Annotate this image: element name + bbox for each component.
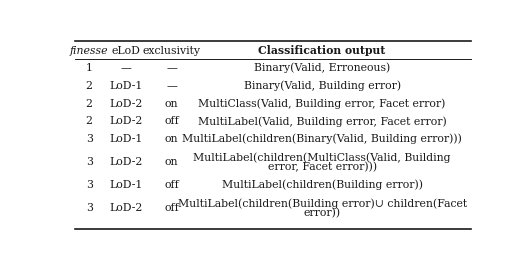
Text: off: off [164,180,179,190]
Text: MultiLabel(Valid, Building error, Facet error): MultiLabel(Valid, Building error, Facet … [198,116,446,127]
Text: finesse: finesse [70,46,109,56]
Text: —: — [166,81,177,91]
Text: —: — [121,63,132,73]
Text: error)): error)) [304,208,340,218]
Text: on: on [165,99,178,109]
Text: MultiLabel(children(Building error)): MultiLabel(children(Building error)) [222,180,422,190]
Text: 1: 1 [86,63,93,73]
Text: 3: 3 [86,157,93,167]
Text: MultiLabel(children(MultiClass(Valid, Building: MultiLabel(children(MultiClass(Valid, Bu… [193,152,451,163]
Text: 2: 2 [86,99,93,109]
Text: on: on [165,134,178,144]
Text: 2: 2 [86,81,93,91]
Text: Binary(Valid, Erroneous): Binary(Valid, Erroneous) [254,63,390,73]
Text: Binary(Valid, Building error): Binary(Valid, Building error) [244,81,401,91]
Text: MultiLabel(children(Binary(Valid, Building error))): MultiLabel(children(Binary(Valid, Buildi… [182,134,462,144]
Text: 2: 2 [86,116,93,127]
Text: 3: 3 [86,203,93,213]
Text: Classification output: Classification output [259,45,386,56]
Text: off: off [164,203,179,213]
Text: eLoD: eLoD [112,46,141,56]
Text: MultiClass(Valid, Building error, Facet error): MultiClass(Valid, Building error, Facet … [198,99,446,109]
Text: LoD-2: LoD-2 [110,99,143,109]
Text: 3: 3 [86,134,93,144]
Text: LoD-1: LoD-1 [110,81,143,91]
Text: —: — [166,63,177,73]
Text: error, Facet error))): error, Facet error))) [268,162,377,172]
Text: LoD-1: LoD-1 [110,180,143,190]
Text: exclusivity: exclusivity [143,46,201,56]
Text: off: off [164,116,179,127]
Text: LoD-2: LoD-2 [110,203,143,213]
Text: LoD-2: LoD-2 [110,157,143,167]
Text: LoD-1: LoD-1 [110,134,143,144]
Text: 3: 3 [86,180,93,190]
Text: on: on [165,157,178,167]
Text: MultiLabel(children(Building error)∪ children(Facet: MultiLabel(children(Building error)∪ chi… [178,198,467,209]
Text: LoD-2: LoD-2 [110,116,143,127]
